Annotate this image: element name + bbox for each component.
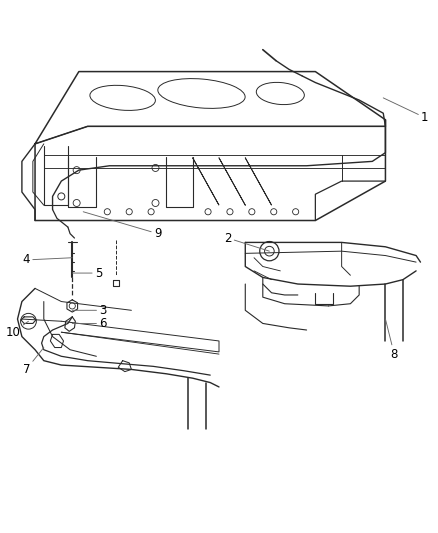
- Text: 3: 3: [72, 304, 106, 317]
- Text: 4: 4: [22, 253, 72, 266]
- Text: 1: 1: [383, 98, 429, 124]
- Text: 7: 7: [22, 348, 44, 376]
- Text: 8: 8: [385, 319, 398, 361]
- Text: 6: 6: [72, 317, 107, 330]
- Text: 5: 5: [72, 266, 102, 280]
- Text: 9: 9: [83, 212, 162, 240]
- Text: 10: 10: [6, 321, 28, 338]
- Text: 2: 2: [224, 231, 269, 251]
